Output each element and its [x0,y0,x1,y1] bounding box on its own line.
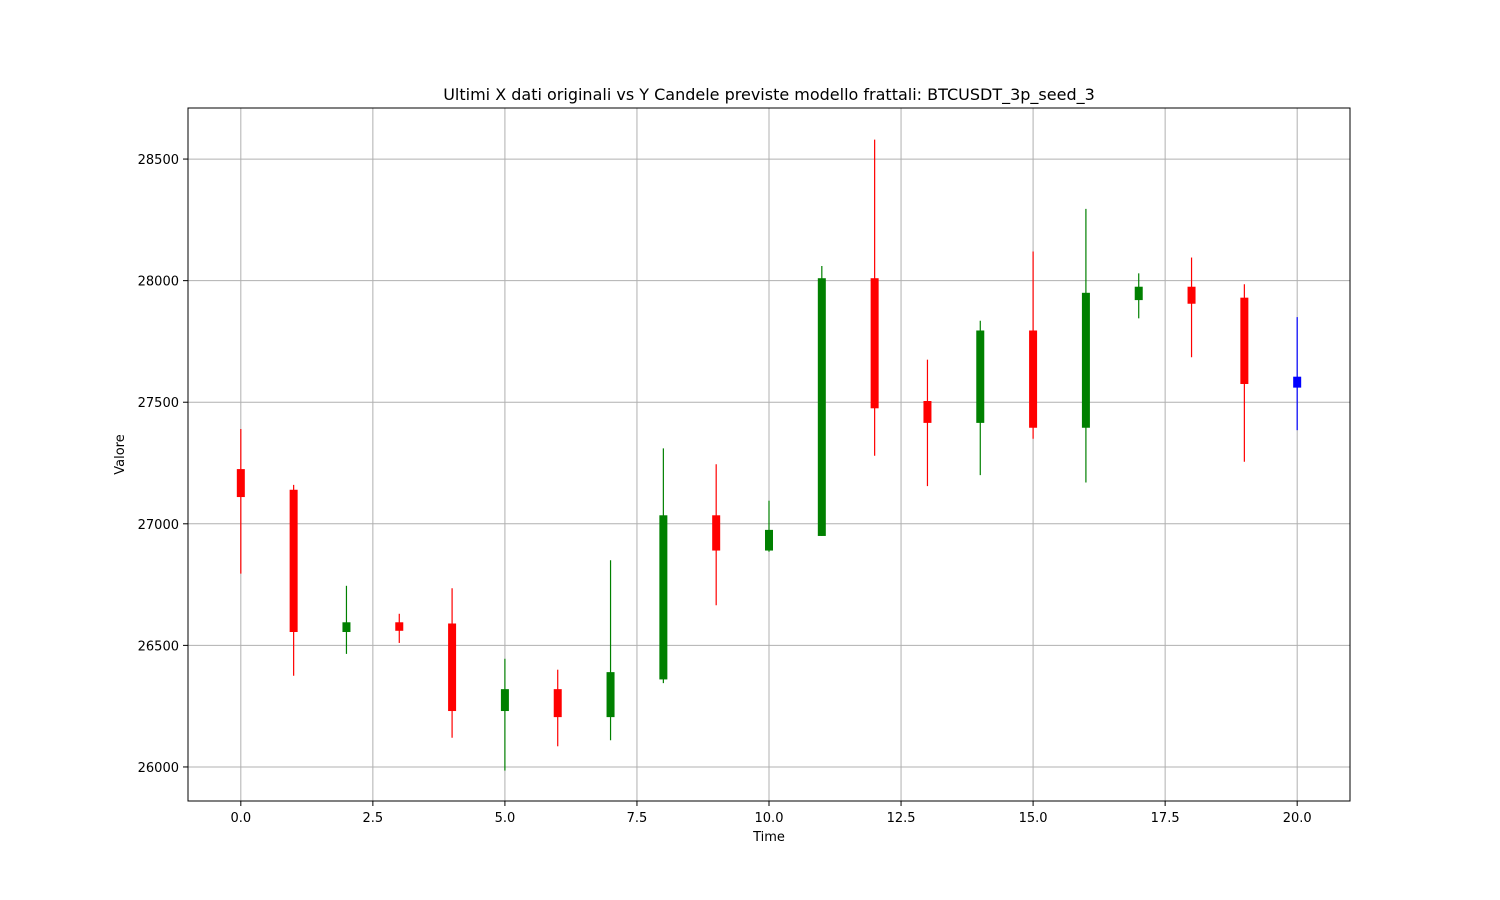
candle-body [395,622,404,631]
candle [500,658,509,771]
candle [1134,273,1143,319]
candle-body [923,401,932,423]
candle-body [1187,286,1196,304]
x-tick-label: 2.5 [363,811,384,826]
y-tick-label: 27000 [138,518,179,533]
candle [395,613,404,643]
candles [236,139,1302,771]
candle [1293,317,1302,431]
candle [1081,208,1090,483]
x-tick-label: 5.0 [495,811,516,826]
candle [236,428,245,574]
y-tick-label: 28000 [138,275,179,290]
y-tick-label: 28500 [138,153,179,168]
candle-body [1029,330,1038,428]
candle [606,560,615,741]
x-tick-label: 15.0 [1019,811,1048,826]
candle-body [500,689,509,712]
candle-body [553,689,562,718]
candle-body [870,278,879,409]
y-axis-label: Valore [113,434,128,474]
candle [1029,251,1038,439]
candle-body [1134,286,1143,301]
x-tick-label: 10.0 [755,811,784,826]
y-tick-label: 27500 [138,396,179,411]
x-axis-label: Time [752,830,785,845]
candle-body [606,672,615,718]
candle-body [817,278,826,536]
candle-body [1081,292,1090,428]
candle [1240,284,1249,462]
candle [870,139,879,456]
x-tick-label: 12.5 [887,811,916,826]
candle [1187,257,1196,358]
candle-body [712,515,721,551]
candle [659,448,668,684]
candle [817,266,826,536]
candle-body [289,489,298,633]
grid-lines [188,108,1350,801]
x-tick-label: 7.5 [627,811,648,826]
y-tick-label: 26000 [138,761,179,776]
candle [712,464,721,606]
candle [289,484,298,676]
candle-body [976,330,985,423]
candle [342,585,351,654]
x-tick-label: 20.0 [1283,811,1312,826]
chart-title: Ultimi X dati originali vs Y Candele pre… [443,85,1095,105]
x-tick-label: 17.5 [1151,811,1180,826]
candle [765,500,773,552]
candle-body [236,469,245,498]
candle [923,359,932,487]
candle-body [342,622,351,633]
candle-body [1240,297,1249,384]
candle [976,320,985,476]
y-tick-label: 26500 [138,639,179,654]
candle-body [659,515,668,680]
candle-body [448,623,457,712]
candle [448,588,457,738]
candle-body [765,529,773,551]
candle [553,669,562,747]
axis-ticks: 0.0 2.5 5.0 7.5 10.0 12.5 15.0 17.5 20.0 26000 265… [138,153,1312,826]
candle-body [1293,376,1302,388]
x-tick-label: 0.0 [230,811,251,826]
